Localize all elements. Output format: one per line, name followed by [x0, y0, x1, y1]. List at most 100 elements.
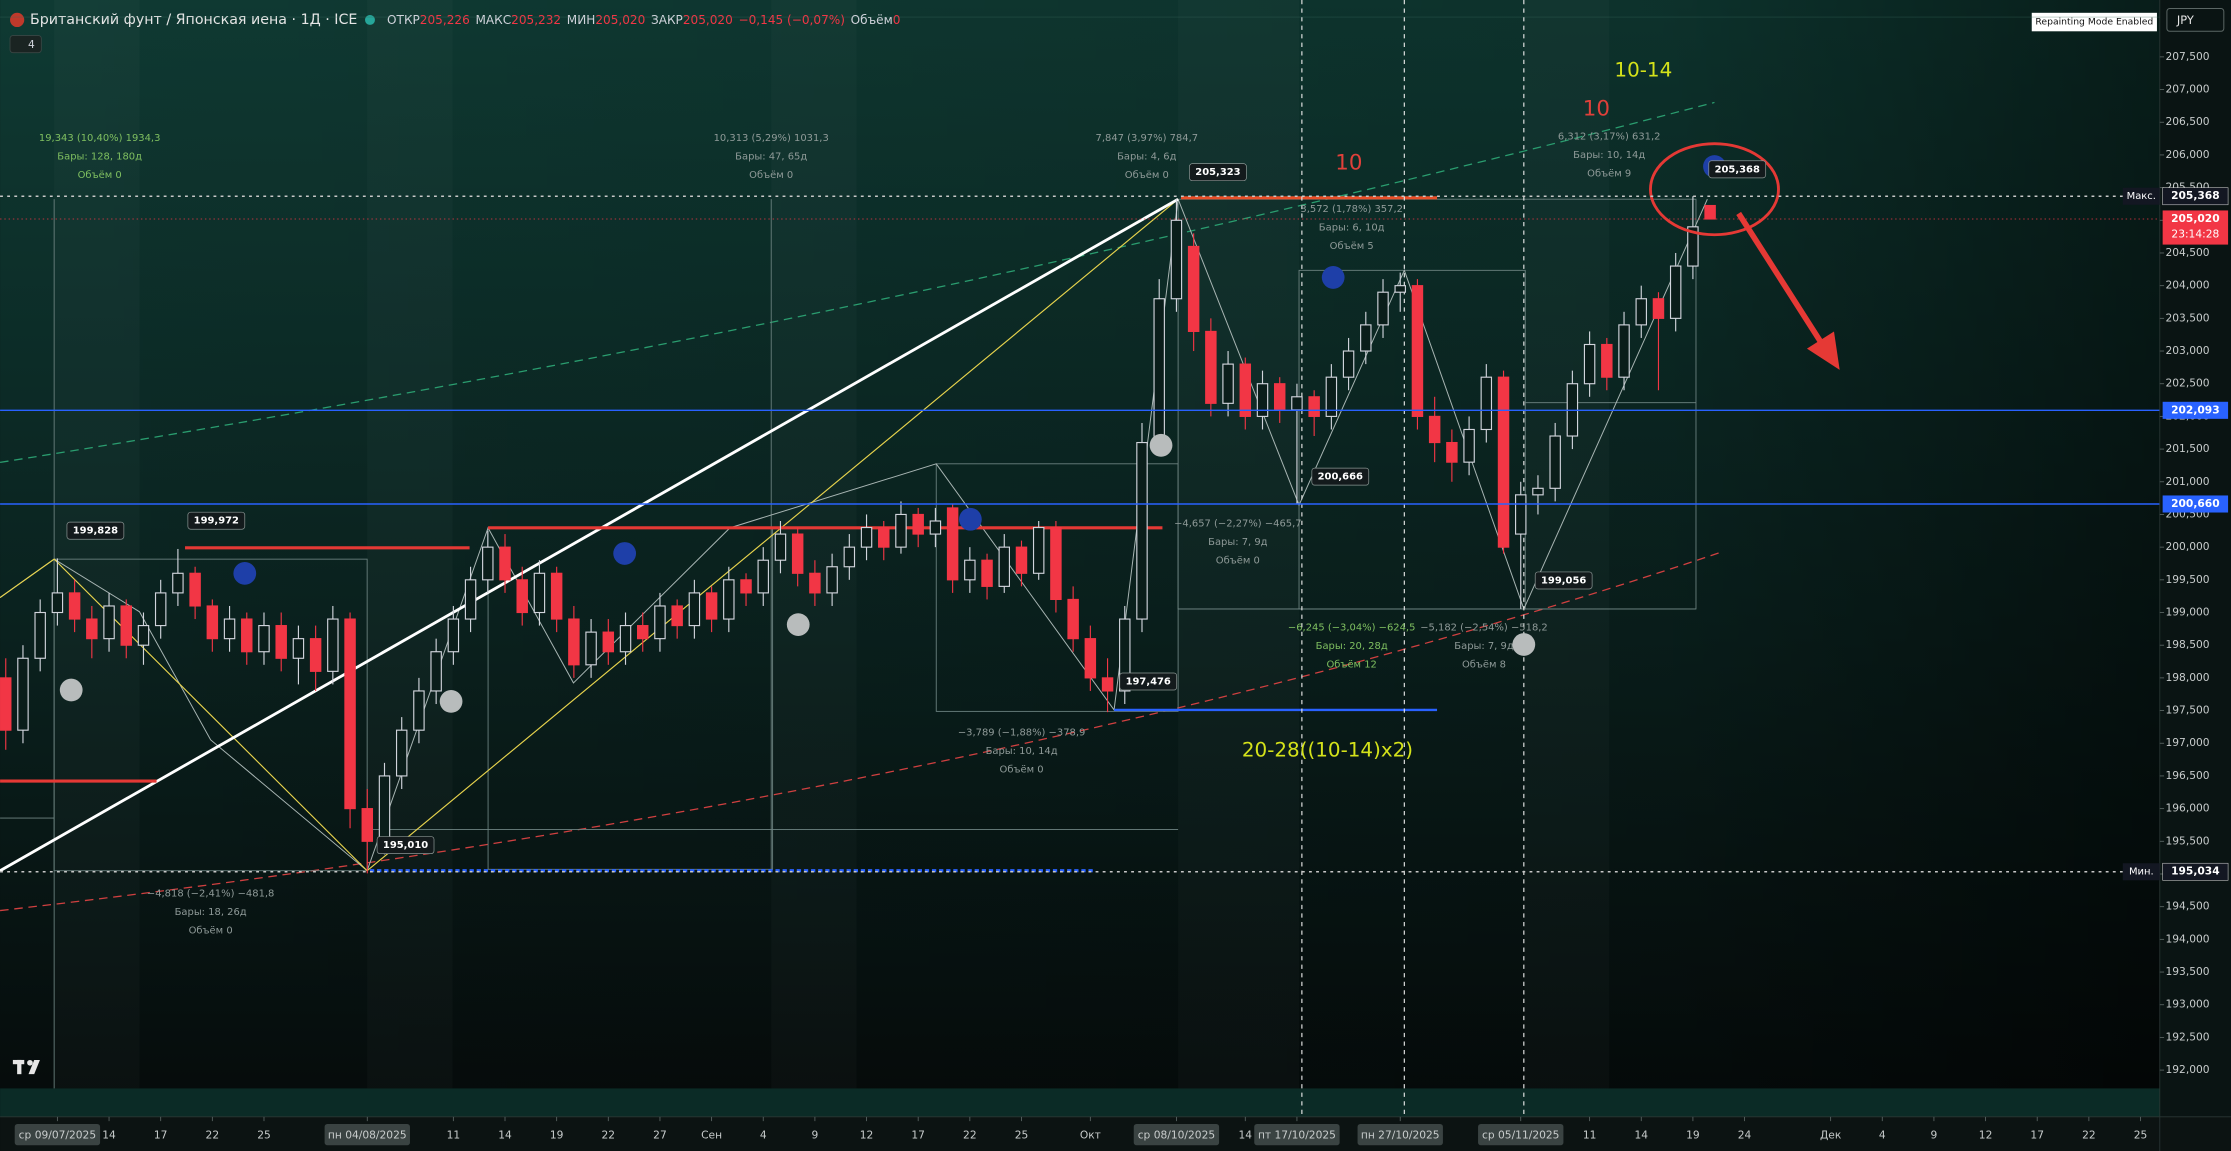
- candle-body: [1446, 441, 1458, 463]
- candle-body: [568, 618, 580, 666]
- measurement-text: Объём 5: [1330, 241, 1374, 252]
- candle-body: [602, 631, 615, 653]
- y-tick-label: 196,000: [2165, 802, 2209, 815]
- candle-body: [327, 618, 339, 672]
- symbol-flag: [10, 12, 25, 28]
- x-tick-label: 22: [963, 1128, 977, 1141]
- candle-body: [671, 605, 683, 627]
- measurement-text: Объём 9: [1587, 169, 1631, 180]
- y-tick-label: 207,000: [2165, 83, 2209, 96]
- y-tick-label: 202,500: [2165, 377, 2209, 390]
- x-tick-label: 25: [1015, 1128, 1029, 1141]
- candle-body: [1428, 415, 1441, 444]
- candle-body: [17, 657, 29, 731]
- measurement-text: Бары: 4, 6д: [1117, 152, 1177, 163]
- logo: [12, 1059, 40, 1075]
- x-tick-label: Окт: [1080, 1128, 1101, 1141]
- indicators-toggle[interactable]: [9, 35, 42, 54]
- x-tick-label: 22: [602, 1128, 616, 1141]
- y-tick-label: 197,500: [2165, 704, 2209, 717]
- candle-body: [68, 592, 81, 620]
- countdown: 23:14:28: [2171, 228, 2219, 241]
- candle-body: [1549, 435, 1561, 489]
- x-tick-label: 22: [2082, 1128, 2096, 1141]
- candle-body: [1618, 324, 1630, 378]
- candle-body: [1325, 376, 1338, 417]
- measurement-text: Бары: 10, 14д: [986, 746, 1058, 757]
- symbol: Британский фунт / Японская иена · 1Д · I…: [30, 12, 357, 28]
- candle-body: [1515, 494, 1527, 535]
- low-label: МИН: [567, 12, 596, 26]
- y-tick-label: 199,500: [2165, 573, 2209, 586]
- close: 205,020: [683, 12, 733, 26]
- x-tick-label: пн 04/08/2025: [328, 1128, 407, 1141]
- candle-body: [1411, 285, 1424, 417]
- y-tick-label: 195,500: [2165, 834, 2209, 847]
- candles: [0, 196, 1716, 874]
- pivot-box: [1189, 163, 1247, 182]
- high-label: МАКС: [475, 12, 511, 26]
- y-tick-label: 192,000: [2165, 1063, 2209, 1076]
- pivot-box: [1311, 467, 1370, 486]
- annotation: 10: [1583, 97, 1610, 122]
- x-tick-label: 25: [2134, 1128, 2148, 1141]
- level-name: Макс.: [2127, 191, 2156, 202]
- x-tick-label: 4: [1879, 1128, 1886, 1141]
- candle-body: [946, 507, 959, 581]
- candle-body: [1273, 383, 1286, 411]
- y-tick-label: 199,000: [2165, 606, 2209, 619]
- x-tick-label: 27: [653, 1128, 667, 1141]
- ohlc-line: ОТКР205,226 МАКС205,232 МИН205,020 ЗАКР205,…: [387, 12, 900, 26]
- y-tick-label: 194,500: [2165, 900, 2209, 913]
- candle-body: [103, 605, 115, 640]
- measurement-text: Объём 12: [1326, 659, 1376, 670]
- level-label: 200,660: [2171, 497, 2220, 510]
- pivot-label: 200,666: [1318, 472, 1363, 483]
- candle-body: [1136, 441, 1148, 620]
- candle-body: [0, 677, 12, 731]
- measurement-text: 19,343 (10,40%) 1934,3: [39, 133, 161, 144]
- highlight-ellipse: [1649, 142, 1780, 237]
- x-tick-label: пт 17/10/2025: [1258, 1128, 1336, 1141]
- y-tick-label: 194,000: [2165, 932, 2209, 945]
- overlay: [59, 142, 1840, 713]
- x-tick-label: пн 27/10/2025: [1361, 1128, 1440, 1141]
- pivot-label: 199,056: [1541, 575, 1586, 586]
- candle-body: [241, 618, 253, 653]
- level-label: 202,093: [2171, 403, 2220, 416]
- measurement-text: Объём 0: [1000, 765, 1044, 776]
- y-tick-label: 196,500: [2165, 769, 2209, 782]
- candle-body: [981, 559, 993, 587]
- x-tick-highlight: [1478, 1123, 1564, 1146]
- measurement-text: −4,818 (−2,41%) −481,8: [147, 888, 275, 899]
- measurement-text: Объём 0: [749, 170, 793, 181]
- repaint-text: Repainting Mode Enabled: [2035, 17, 2153, 28]
- candle-body: [705, 592, 718, 620]
- pivot-label: 195,010: [383, 840, 428, 851]
- x-tick-label: 14: [102, 1128, 116, 1141]
- pivot-label: 205,323: [1195, 167, 1240, 178]
- candle-body: [1687, 226, 1699, 267]
- measurement-text: 3,572 (1,78%) 357,2: [1300, 204, 1403, 215]
- x-tick-highlight: [1254, 1123, 1340, 1146]
- level-name: Мин.: [2129, 867, 2154, 878]
- pivot-box: [66, 521, 125, 540]
- volume-label: Объём: [851, 12, 893, 26]
- measurement-text: −6,245 (−3,04%) −624,5: [1288, 622, 1416, 633]
- change: −0,145 (−0,07%): [739, 12, 845, 26]
- currency[interactable]: JPY: [2176, 13, 2194, 27]
- candle-body: [172, 572, 184, 594]
- high: 205,232: [511, 12, 561, 26]
- indicators-count[interactable]: 4: [28, 38, 35, 51]
- pivot-label: 197,476: [1126, 676, 1171, 687]
- x-tick-label: 9: [812, 1128, 819, 1141]
- measurement-text: −3,789 (−1,88%) −378,9: [958, 728, 1086, 739]
- axes: 192,000 192,500 193,000 193,500 194,000 194,5…: [14, 50, 2229, 1146]
- pivot-box: [1119, 672, 1178, 691]
- y-tick-label: 201,000: [2165, 475, 2209, 488]
- currency-button[interactable]: [2166, 8, 2225, 32]
- candle-body: [619, 625, 632, 653]
- candle-body: [1342, 350, 1355, 378]
- x-tick-label: 24: [1738, 1128, 1752, 1141]
